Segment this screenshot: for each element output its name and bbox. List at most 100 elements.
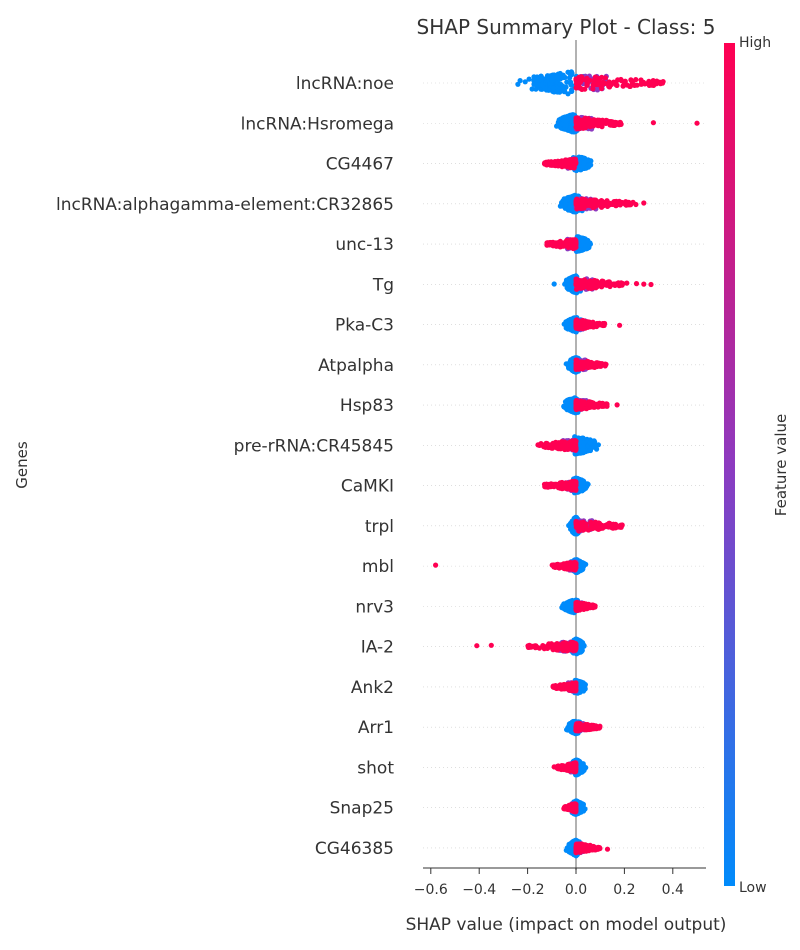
shap-point — [573, 561, 579, 567]
shap-point — [598, 85, 605, 92]
shap-point — [589, 520, 595, 526]
shap-point — [578, 603, 584, 609]
shap-point — [653, 80, 659, 87]
shap-point — [545, 442, 551, 448]
shap-point — [615, 280, 622, 286]
shap-point — [622, 78, 628, 84]
shap-point — [562, 198, 568, 205]
shap-point — [594, 443, 600, 449]
shap-point — [538, 73, 544, 79]
shap-point — [561, 88, 568, 94]
shap-point — [544, 240, 550, 246]
shap-point — [633, 281, 640, 287]
shap-point — [569, 118, 575, 124]
shap-point — [552, 564, 558, 571]
shap-point — [589, 279, 595, 285]
shap-point — [609, 81, 615, 87]
shap-point — [581, 479, 587, 485]
shap-point — [602, 523, 608, 529]
shap-point — [573, 479, 579, 486]
shap-point — [585, 364, 591, 371]
shap-point — [592, 76, 598, 82]
shap-point — [561, 240, 567, 246]
shap-point — [584, 82, 590, 88]
shap-point — [583, 406, 590, 412]
shap-point — [567, 602, 573, 608]
shap-point — [526, 76, 532, 82]
shap-point — [595, 404, 601, 410]
shap-point — [594, 87, 601, 93]
shap-point — [569, 88, 575, 94]
shap-point — [544, 77, 550, 83]
shap-point — [574, 403, 580, 409]
shap-point — [617, 322, 623, 328]
shap-point — [574, 398, 580, 404]
shap-point — [646, 80, 652, 86]
shap-point — [580, 688, 587, 694]
shap-point — [574, 206, 580, 212]
shap-point — [641, 281, 647, 287]
shap-point — [590, 525, 596, 531]
shap-point — [600, 119, 606, 125]
shap-point — [433, 562, 439, 568]
shap-point — [552, 646, 558, 652]
shap-point — [594, 526, 601, 532]
shap-point — [488, 642, 494, 648]
shap-point — [561, 115, 567, 121]
shap-point — [565, 91, 571, 97]
shap-point — [567, 75, 573, 81]
shap-point — [582, 116, 588, 122]
shap-point — [568, 357, 574, 363]
shap-point — [574, 524, 581, 531]
shap-point — [550, 161, 556, 167]
shap-point — [624, 280, 630, 286]
shap-point — [568, 324, 574, 330]
shap-point — [546, 644, 552, 650]
shap-point — [576, 155, 583, 161]
shap-point — [629, 80, 635, 87]
shap-point — [576, 123, 583, 129]
shap-point — [602, 361, 608, 367]
shap-point — [574, 84, 580, 90]
shap-point — [566, 196, 572, 202]
shap-point — [533, 86, 539, 92]
shap-point — [650, 120, 657, 126]
shap-point — [532, 77, 538, 83]
shap-point — [560, 643, 566, 649]
shap-point — [582, 400, 588, 406]
shap-point — [583, 124, 589, 131]
shap-point — [595, 199, 601, 205]
shap-point — [541, 161, 548, 167]
shap-point — [628, 202, 634, 208]
shap-point — [588, 158, 594, 164]
shap-point — [595, 117, 601, 123]
shap-point — [515, 81, 521, 87]
shap-point — [565, 647, 571, 653]
shap-point — [613, 525, 619, 531]
shap-point — [522, 79, 528, 85]
shap-point — [595, 122, 601, 129]
shap-point — [575, 280, 582, 286]
shap-point — [585, 119, 591, 125]
shap-point — [573, 76, 579, 82]
shap-point — [569, 70, 575, 76]
shap-point — [641, 200, 647, 206]
shap-point — [567, 486, 573, 492]
shap-point — [578, 204, 584, 210]
shap-point — [581, 521, 587, 527]
shap-point — [551, 484, 557, 490]
shap-point — [617, 202, 623, 208]
shap-point — [536, 442, 543, 448]
shap-point — [617, 524, 623, 530]
shap-point — [588, 123, 594, 129]
shap-point — [581, 239, 587, 245]
shap-point — [660, 79, 666, 85]
shap-point — [568, 158, 574, 164]
shap-point — [648, 281, 654, 288]
shap-point — [528, 644, 534, 650]
shap-point — [559, 486, 565, 492]
shap-point — [536, 82, 542, 88]
shap-point — [560, 83, 566, 89]
shap-point — [580, 682, 586, 688]
shap-point — [580, 285, 586, 291]
